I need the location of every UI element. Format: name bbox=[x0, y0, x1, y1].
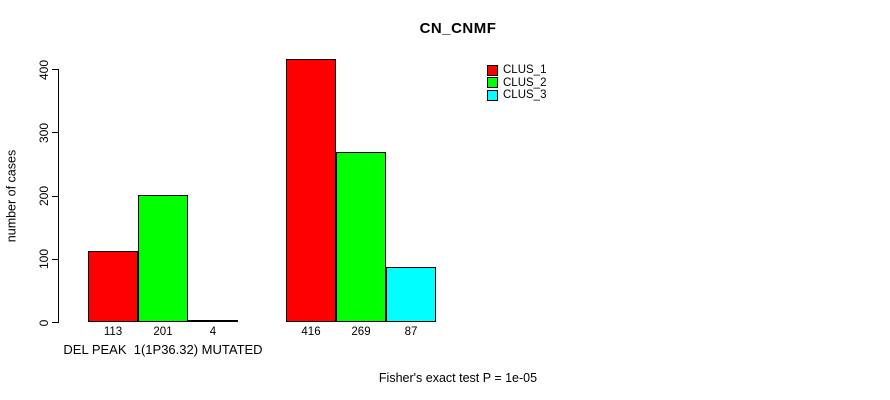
y-axis-line bbox=[58, 69, 59, 323]
bar-group1-clus_2 bbox=[138, 195, 188, 323]
chart-title: CN_CNMF bbox=[419, 20, 497, 37]
y-axis-tick-label: 400 bbox=[37, 59, 51, 80]
bar-group2-clus_3 bbox=[386, 267, 436, 323]
y-axis-label: number of cases bbox=[4, 149, 19, 243]
y-axis-tick-label: 100 bbox=[37, 249, 51, 270]
x-axis-group-label: DEL PEAK 1(1P36.32) MUTATED bbox=[63, 342, 263, 357]
legend-row: CLUS_3 bbox=[487, 89, 546, 102]
bar-value-label: 269 bbox=[351, 326, 371, 338]
y-axis-tick bbox=[52, 258, 58, 260]
legend-swatch-clus_3 bbox=[487, 89, 498, 101]
bar-value-label: 201 bbox=[153, 326, 173, 338]
legend-label: CLUS_3 bbox=[503, 89, 547, 102]
legend-label: CLUS_1 bbox=[503, 64, 547, 77]
legend-row: CLUS_2 bbox=[487, 77, 546, 90]
legend: CLUS_1 CLUS_2 CLUS_3 bbox=[487, 64, 546, 102]
bar-group1-clus_3 bbox=[188, 319, 238, 323]
y-axis-tick-label: 0 bbox=[37, 319, 51, 326]
y-axis-tick-label: 200 bbox=[37, 185, 51, 207]
y-axis-tick bbox=[52, 132, 58, 134]
y-axis-tick bbox=[52, 195, 58, 197]
legend-row: CLUS_1 bbox=[487, 64, 546, 77]
bar-group1-clus_1 bbox=[88, 251, 138, 323]
bar-value-label: 113 bbox=[103, 326, 123, 338]
bar-value-label: 87 bbox=[404, 326, 418, 338]
y-axis-tick-label: 300 bbox=[37, 122, 51, 143]
legend-swatch-clus_2 bbox=[487, 77, 498, 89]
bar-group2-clus_2 bbox=[336, 152, 386, 323]
fisher-test-annotation: Fisher's exact test P = 1e-05 bbox=[378, 371, 538, 385]
bar-value-label: 416 bbox=[301, 326, 321, 338]
bar-value-label: 4 bbox=[209, 326, 217, 338]
y-axis-tick bbox=[52, 322, 58, 323]
legend-swatch-clus_1 bbox=[487, 64, 498, 76]
y-axis-tick bbox=[52, 69, 58, 70]
bar-group2-clus_1 bbox=[286, 59, 336, 323]
legend-label: CLUS_2 bbox=[503, 76, 547, 89]
